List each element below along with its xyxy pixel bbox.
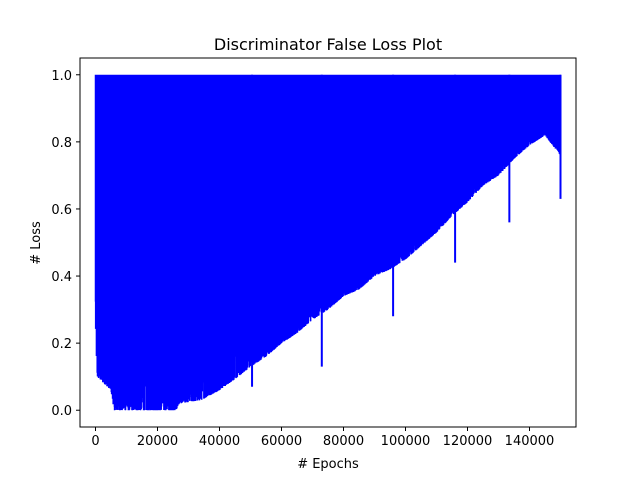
x-tick-label: 80000 bbox=[323, 434, 364, 449]
plot-frame bbox=[79, 57, 577, 428]
y-tick-label: 0.4 bbox=[51, 270, 72, 285]
y-axis-label: # Loss bbox=[29, 221, 44, 265]
chart-title: Discriminator False Loss Plot bbox=[214, 35, 442, 54]
y-tick-label: 0.8 bbox=[51, 136, 72, 151]
loss-series-line bbox=[94, 74, 562, 411]
x-tick-label: 140000 bbox=[505, 434, 555, 449]
y-tick-label: 0.2 bbox=[51, 337, 72, 352]
y-tick-label: 0.0 bbox=[51, 404, 72, 419]
x-tick-label: 100000 bbox=[381, 434, 431, 449]
plot-area bbox=[94, 74, 562, 411]
axis-ticks: 0 20000 40000 60000 80000 100000 120000 140000 0… bbox=[51, 69, 554, 449]
x-tick-label: 20000 bbox=[137, 434, 178, 449]
x-tick-label: 120000 bbox=[443, 434, 493, 449]
x-axis-label: # Epochs bbox=[297, 457, 359, 472]
x-tick-label: 0 bbox=[91, 434, 99, 449]
x-tick-label: 60000 bbox=[261, 434, 302, 449]
x-tick-label: 40000 bbox=[199, 434, 240, 449]
y-tick-label: 0.6 bbox=[51, 203, 72, 218]
y-tick-label: 1.0 bbox=[51, 69, 72, 84]
